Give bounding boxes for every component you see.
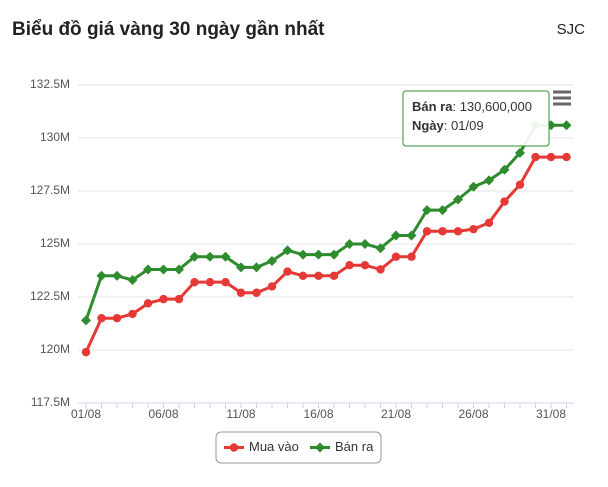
point [329,271,339,280]
point [97,314,106,323]
point [468,181,479,192]
y-tick-label: 127.5M [30,183,70,197]
point [236,288,246,297]
tooltip-date: : 01/09 [444,118,484,133]
point [205,251,215,262]
legend-label: Bán ra [335,439,374,454]
x-tick-label: 26/08 [458,407,488,421]
point [562,152,571,162]
point [298,249,308,260]
x-tick-label: 31/08 [536,407,566,421]
point [112,270,122,281]
tooltip-box [402,90,550,147]
point [143,299,153,308]
point [267,255,277,266]
y-tick-label: 122.5M [30,289,70,303]
point [531,152,540,162]
point [500,197,509,206]
legend-label: Mua vào [249,439,299,454]
point [345,261,354,270]
point [158,264,169,275]
point [376,265,385,274]
point [236,262,246,273]
point [422,205,432,216]
point [189,251,200,262]
point [437,205,448,216]
point [391,230,401,241]
point [127,275,138,286]
menu-icon[interactable] [553,90,571,106]
tooltip-value: : 130,600,000 [452,99,532,114]
point [205,277,215,287]
point [360,239,370,249]
point [407,252,416,261]
point [561,120,572,131]
legend-item[interactable]: Mua vào [224,439,299,454]
x-tick-label: 01/08 [71,407,101,421]
point [438,227,447,236]
point [515,180,525,189]
point [128,309,137,319]
point [484,175,494,186]
point [391,252,401,261]
y-tick-label: 130M [40,130,70,144]
point [81,347,91,357]
point [159,294,168,304]
x-tick-label: 16/08 [303,407,333,421]
y-tick-label: 117.5M [31,395,70,409]
legend: Mua vào Bán ra [215,431,382,464]
legend-box [215,431,382,464]
tooltip-date-key: Ngày [412,118,445,133]
point [515,147,525,158]
source: SJC [557,21,586,38]
point [499,164,510,175]
point [112,314,122,323]
point [220,251,231,262]
point [282,245,293,256]
point [283,267,292,276]
point [469,224,478,234]
legend-marker [315,442,325,453]
x-tick-label: 06/08 [148,407,178,421]
point [174,294,184,304]
point [313,249,324,260]
point [96,270,107,281]
legend-item[interactable]: Bán ra [310,439,374,454]
point [360,261,370,270]
point [252,288,261,297]
point [190,277,199,287]
point [453,227,463,236]
point [344,239,355,249]
point [174,264,184,275]
tooltip-line: Bán ra: 130,600,000 [412,99,532,114]
point [143,264,153,275]
tooltip-name: Bán ra [412,99,453,114]
point [314,271,323,280]
point [546,152,556,162]
point [484,218,494,227]
y-tick-label: 132.5M [30,77,70,91]
point [375,243,386,254]
point [221,277,230,287]
x-tick-label: 21/08 [381,407,411,421]
point [422,227,432,236]
point [329,249,339,260]
point [453,194,463,205]
point [267,282,277,291]
legend-marker [229,443,239,452]
point [298,271,308,280]
x-tick-label: 11/08 [226,407,255,421]
point [251,262,262,273]
point [406,230,417,241]
y-tick-label: 120M [40,342,70,356]
y-tick-label: 125M [40,236,70,250]
tooltip-line: Ngày: 01/09 [412,118,484,133]
title: Biểu đồ giá vàng 30 ngày gần nhất [12,19,325,40]
series-line [84,123,567,321]
point [81,315,91,326]
